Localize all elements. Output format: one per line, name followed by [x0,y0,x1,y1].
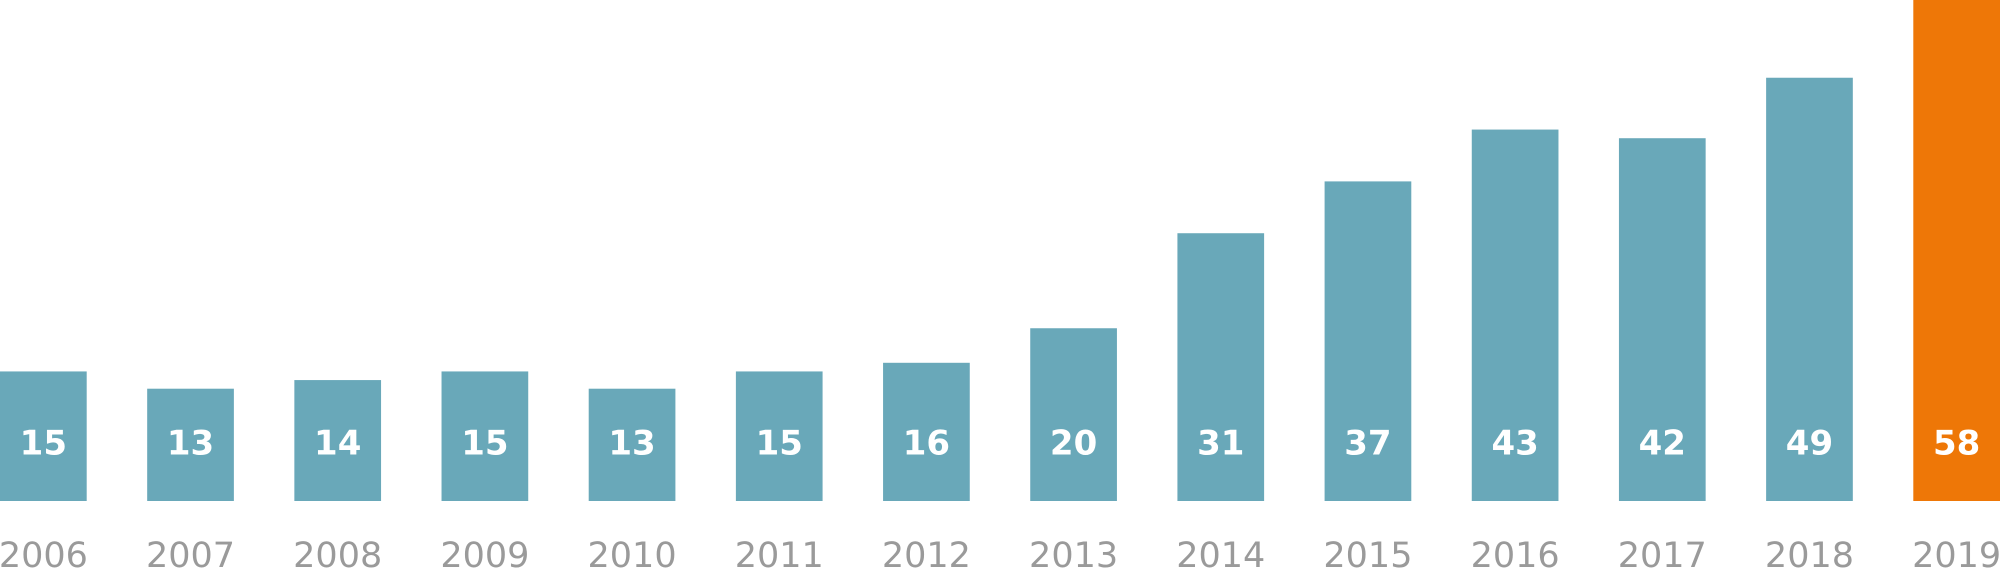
bar [1618,138,1706,501]
value-label: 15 [461,424,508,464]
value-label: 15 [756,424,803,464]
x-tick-label: 2013 [1029,536,1118,572]
bar [735,371,823,501]
x-tick-label: 2008 [293,536,382,572]
x-tick-label: 2010 [588,536,677,572]
x-tick-label: 2018 [1765,536,1854,572]
bar [1324,181,1412,501]
bar [1766,77,1853,501]
value-label: 31 [1197,424,1244,464]
value-label: 43 [1491,424,1538,464]
bar [294,380,382,501]
value-label: 14 [314,424,361,464]
bar [0,371,87,501]
bar [1471,129,1559,501]
value-label: 42 [1639,424,1686,464]
x-tick-label: 2014 [1176,536,1265,572]
bar [1177,233,1265,502]
value-label: 16 [903,424,950,464]
bar [1030,328,1117,501]
x-tick-label: 2011 [735,536,824,572]
value-label: 13 [608,424,655,464]
value-label: 37 [1344,424,1391,464]
bar [1913,0,2000,501]
bar [588,388,676,501]
x-tick-label: 2009 [440,536,529,572]
x-tick-label: 2007 [146,536,235,572]
value-label: 13 [167,424,214,464]
x-tick-label: 2015 [1323,536,1412,572]
x-tick-label: 2006 [0,536,88,572]
x-tick-label: 2016 [1471,536,1560,572]
value-label: 49 [1786,424,1833,464]
x-tick-label: 2012 [882,536,971,572]
bar [441,371,529,501]
value-label: 20 [1050,424,1097,464]
bar [147,388,234,501]
bar [883,362,970,501]
value-label: 15 [20,424,67,464]
value-label: 58 [1933,424,1980,464]
x-tick-label: 2017 [1618,536,1707,572]
x-tick-label: 2019 [1912,536,2000,572]
